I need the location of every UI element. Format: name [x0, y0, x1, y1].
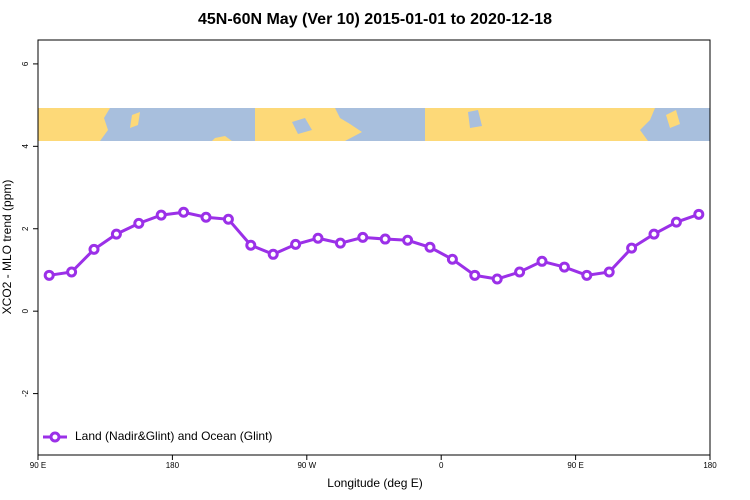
legend-label: Land (Nadir&Glint) and Ocean (Glint) [75, 429, 272, 443]
x-tick-label: 90 W [297, 461, 316, 470]
y-tick-label: 2 [21, 226, 30, 231]
data-point [178, 206, 190, 218]
y-tick-label: 4 [21, 144, 30, 149]
data-point [670, 216, 682, 228]
data-point [43, 269, 55, 281]
chart-title: 45N-60N May (Ver 10) 2015-01-01 to 2020-… [198, 11, 552, 28]
y-axis-label: XCO2 - MLO trend (ppm) [0, 180, 14, 315]
data-point [110, 228, 122, 240]
data-point [245, 239, 257, 251]
data-point [66, 266, 78, 278]
x-tick-label: 180 [166, 461, 180, 470]
plot-frame [37, 39, 711, 456]
x-tick-label: 180 [703, 461, 717, 470]
x-tick-label: 90 E [567, 461, 583, 470]
data-point [424, 241, 436, 253]
data-point [514, 266, 526, 278]
y-tick-label: 6 [21, 61, 30, 66]
data-point [491, 273, 503, 285]
data-point [402, 234, 414, 246]
data-point [312, 232, 324, 244]
data-point [558, 261, 570, 273]
series-line [48, 210, 700, 281]
data-point [357, 231, 369, 243]
data-point [133, 217, 145, 229]
legend-marker [49, 431, 61, 443]
data-point [603, 266, 615, 278]
data-point [200, 211, 212, 223]
data-point [379, 233, 391, 245]
data-point [536, 255, 548, 267]
data-point [267, 248, 279, 260]
data-point [155, 209, 167, 221]
data-point [222, 213, 234, 225]
data-point [648, 228, 660, 240]
y-tick-label: -2 [21, 389, 30, 397]
data-point [290, 238, 302, 250]
x-tick-label: 90 E [30, 461, 46, 470]
data-point [581, 269, 593, 281]
data-point [446, 253, 458, 265]
x-tick-label: 0 [439, 461, 444, 470]
data-point [88, 243, 100, 255]
data-point [626, 242, 638, 254]
y-tick-label: 0 [21, 308, 30, 313]
legend: Land (Nadir&Glint) and Ocean (Glint) [43, 429, 272, 443]
map-band [38, 108, 710, 141]
data-point [693, 208, 705, 220]
x-axis-label: Longitude (deg E) [327, 476, 422, 490]
data-point [334, 237, 346, 249]
data-point [469, 269, 481, 281]
